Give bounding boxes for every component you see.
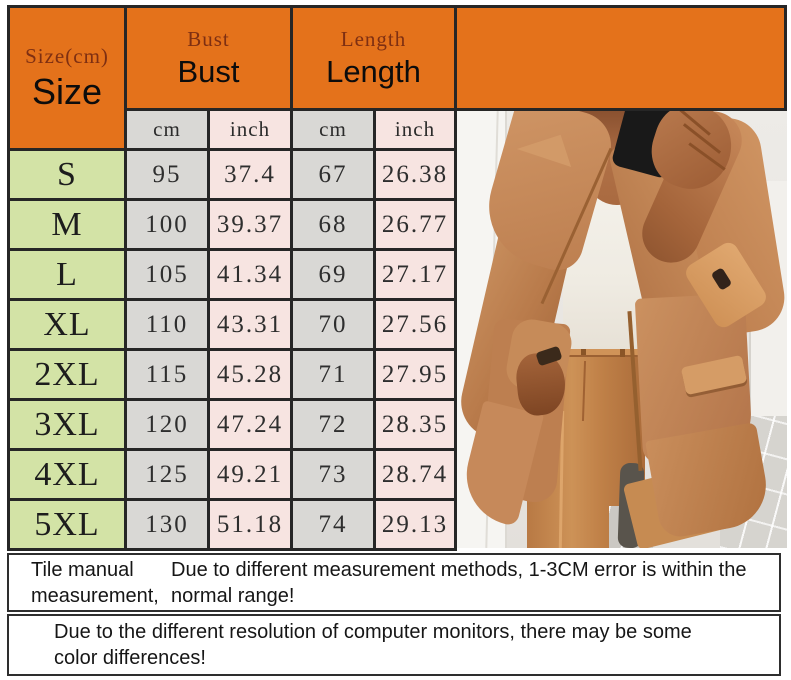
length-inch-cell: 27.56 bbox=[376, 301, 454, 348]
measurement-note-label: Tile manual measurement, bbox=[31, 558, 159, 607]
length-cm-cell: 67 bbox=[293, 151, 373, 198]
length-inch-cell: 27.95 bbox=[376, 351, 454, 398]
size-cell: 5XL bbox=[10, 501, 124, 548]
bust-inch-cell: 37.4 bbox=[210, 151, 290, 198]
bust-header-translated: Bust bbox=[177, 53, 240, 89]
size-chart-table: Size(cm) Size Bust Bust Length Length cm… bbox=[7, 5, 457, 551]
length-cm-cell: 71 bbox=[293, 351, 373, 398]
size-header-translated: Size bbox=[31, 70, 103, 112]
size-cell: L bbox=[10, 251, 124, 298]
length-cm-cell: 73 bbox=[293, 451, 373, 498]
size-cell: XL bbox=[10, 301, 124, 348]
size-cell: M bbox=[10, 201, 124, 248]
bust-header-original: Bust bbox=[187, 26, 230, 51]
bust-cm-cell: 100 bbox=[127, 201, 207, 248]
bust-cm-cell: 115 bbox=[127, 351, 207, 398]
bust-cm-cell: 125 bbox=[127, 451, 207, 498]
length-inch-cell: 27.17 bbox=[376, 251, 454, 298]
length-inch-cell: 26.77 bbox=[376, 201, 454, 248]
length-inch-cell: 28.35 bbox=[376, 401, 454, 448]
length-cm-cell: 68 bbox=[293, 201, 373, 248]
color-difference-note-box: Due to the different resolution of compu… bbox=[7, 614, 781, 676]
length-cm-cell: 69 bbox=[293, 251, 373, 298]
size-header-original: Size(cm) bbox=[25, 43, 109, 68]
bust-cm-cell: 95 bbox=[127, 151, 207, 198]
product-photo-mirror-selfie bbox=[457, 111, 787, 548]
length-column-header: Length Length bbox=[293, 8, 454, 108]
measurement-note-text: Due to different measurement methods, 1-… bbox=[171, 558, 747, 607]
length-cm-cell: 74 bbox=[293, 501, 373, 548]
length-inch-unit-header: inch bbox=[376, 111, 454, 148]
bust-inch-cell: 43.31 bbox=[210, 301, 290, 348]
bust-cm-cell: 110 bbox=[127, 301, 207, 348]
bust-cm-cell: 105 bbox=[127, 251, 207, 298]
length-cm-unit-header: cm bbox=[293, 111, 373, 148]
size-column-header: Size(cm) Size bbox=[10, 8, 124, 148]
length-header-translated: Length bbox=[326, 53, 421, 89]
bust-cm-cell: 120 bbox=[127, 401, 207, 448]
length-inch-cell: 28.74 bbox=[376, 451, 454, 498]
belt-loop bbox=[620, 342, 625, 357]
bust-inch-cell: 41.34 bbox=[210, 251, 290, 298]
bust-cm-cell: 130 bbox=[127, 501, 207, 548]
size-cell: 4XL bbox=[10, 451, 124, 498]
length-inch-cell: 29.13 bbox=[376, 501, 454, 548]
bust-inch-cell: 47.24 bbox=[210, 401, 290, 448]
length-cm-cell: 70 bbox=[293, 301, 373, 348]
bust-inch-cell: 49.21 bbox=[210, 451, 290, 498]
bust-column-header: Bust Bust bbox=[127, 8, 290, 108]
length-inch-cell: 26.38 bbox=[376, 151, 454, 198]
size-cell: 3XL bbox=[10, 401, 124, 448]
color-difference-note-text: Due to the different resolution of compu… bbox=[54, 621, 692, 669]
size-cell: S bbox=[10, 151, 124, 198]
length-header-original: Length bbox=[340, 26, 407, 51]
size-cell: 2XL bbox=[10, 351, 124, 398]
length-cm-cell: 72 bbox=[293, 401, 373, 448]
measurement-note-box: Tile manual measurement, Due to differen… bbox=[7, 553, 781, 612]
bust-inch-cell: 45.28 bbox=[210, 351, 290, 398]
bust-inch-cell: 39.37 bbox=[210, 201, 290, 248]
bust-inch-cell: 51.18 bbox=[210, 501, 290, 548]
bust-cm-unit-header: cm bbox=[127, 111, 207, 148]
bust-inch-unit-header: inch bbox=[210, 111, 290, 148]
